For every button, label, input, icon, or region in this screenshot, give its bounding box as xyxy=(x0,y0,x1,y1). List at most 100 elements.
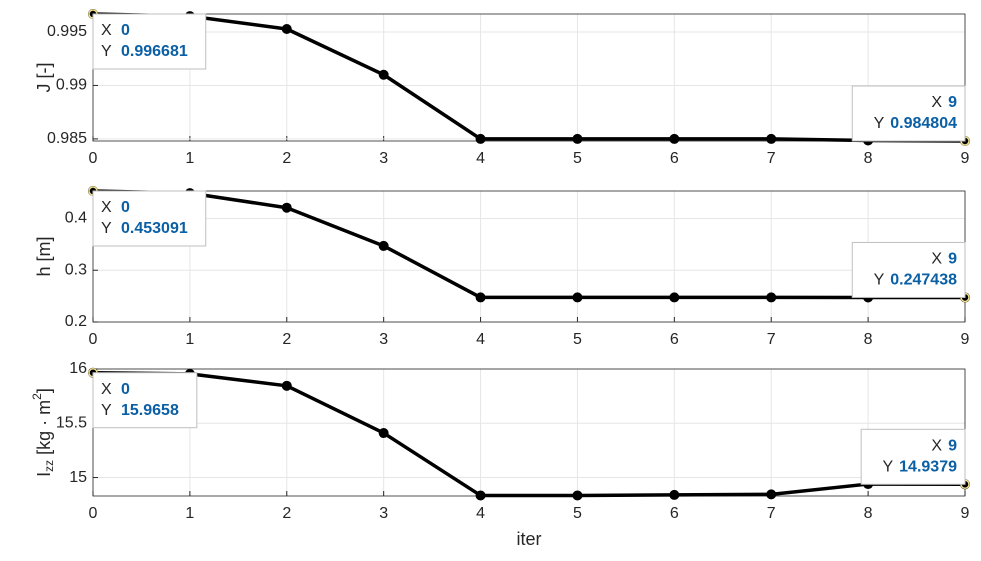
datatip-box xyxy=(851,241,966,298)
datatip: X 9 Y 14.9379 xyxy=(860,428,966,485)
x-tick-label: 9 xyxy=(961,331,970,348)
y-tick-label: 16 xyxy=(69,360,87,377)
x-tick-label: 4 xyxy=(476,150,485,167)
x-tick-label: 2 xyxy=(282,331,291,348)
data-line xyxy=(92,12,966,143)
x-tick-label: 7 xyxy=(767,331,776,348)
datatip-value: 15.9658 xyxy=(121,402,179,419)
data-point xyxy=(669,489,680,500)
datatip: X 0Y 0.996681 xyxy=(92,13,207,70)
x-tick-label: 5 xyxy=(573,331,582,348)
datatip-label: X xyxy=(101,22,112,39)
data-point xyxy=(378,240,389,251)
data-point xyxy=(281,202,292,213)
x-tick-label: 6 xyxy=(670,331,679,348)
x-tick-label: 4 xyxy=(476,331,485,348)
y-tick-label: 0.995 xyxy=(47,23,87,40)
datatip-value: 9 xyxy=(948,94,957,111)
datatip-value: 0 xyxy=(121,381,130,398)
datatip-label: Y xyxy=(101,43,112,60)
datatip-value: 0.984804 xyxy=(890,115,957,132)
datatip: X 9 Y 0.984804 xyxy=(851,85,966,142)
datatip-label: X xyxy=(101,199,112,216)
data-point xyxy=(669,292,680,303)
datatip-box xyxy=(851,85,966,142)
data-point xyxy=(378,428,389,439)
x-tick-label: 6 xyxy=(670,505,679,522)
x-tick-label: 3 xyxy=(379,331,388,348)
datatip-label: Y xyxy=(874,115,885,132)
datatip-box xyxy=(92,190,207,247)
datatip-label: Y xyxy=(882,459,893,476)
x-tick-label: 8 xyxy=(864,505,873,522)
x-tick-label: 0 xyxy=(89,150,98,167)
data-point xyxy=(572,292,583,303)
x-tick-label: 8 xyxy=(864,331,873,348)
y-axis-label: Izz [kg · m2] xyxy=(30,388,56,477)
data-line xyxy=(92,370,966,498)
datatip-label: Y xyxy=(101,220,112,237)
data-point xyxy=(766,292,777,303)
datatip: X 9 Y 0.247438 xyxy=(851,241,966,298)
datatip-label: X xyxy=(931,438,942,455)
x-tick-label: 4 xyxy=(476,505,485,522)
y-tick-label: 0.985 xyxy=(47,130,87,147)
x-tick-label: 1 xyxy=(185,505,194,522)
datatip-box xyxy=(860,428,966,485)
x-tick-label: 3 xyxy=(379,505,388,522)
y-tick-label: 0.99 xyxy=(56,77,87,94)
y-tick-label: 0.4 xyxy=(65,210,87,227)
datatip-box xyxy=(92,372,198,429)
x-tick-label: 5 xyxy=(573,505,582,522)
label-part: 2 xyxy=(30,393,44,400)
data-point xyxy=(281,380,292,391)
axes-box xyxy=(92,13,966,142)
y-tick-label: 15.5 xyxy=(56,414,87,431)
datatip-value: 0.247438 xyxy=(890,272,957,289)
data-point xyxy=(669,133,680,144)
plot-area xyxy=(93,14,965,141)
x-tick-label: 2 xyxy=(282,505,291,522)
label-part: zz xyxy=(42,460,56,472)
y-tick-label: 0.2 xyxy=(65,313,87,330)
x-tick-label: 2 xyxy=(282,150,291,167)
y-tick-label: 0.3 xyxy=(65,261,87,278)
y-tick-label: 15 xyxy=(69,469,87,486)
y-axis-label: J [-] xyxy=(34,63,54,93)
x-tick-label: 0 xyxy=(89,331,98,348)
datatip-value: 0 xyxy=(121,199,130,216)
data-point xyxy=(572,133,583,144)
label-part: I xyxy=(34,472,54,477)
datatip-box xyxy=(92,13,207,70)
label-part: [kg · m xyxy=(34,400,54,460)
datatip-value: 0.996681 xyxy=(121,43,188,60)
datatip-value: 0.453091 xyxy=(121,220,188,237)
datatip-value: 9 xyxy=(948,438,957,455)
plot-area xyxy=(93,369,965,496)
data-point xyxy=(766,489,777,500)
datatip-label: Y xyxy=(101,402,112,419)
data-point xyxy=(572,490,583,501)
x-tick-label: 7 xyxy=(767,150,776,167)
datatip-label: X xyxy=(101,381,112,398)
datatip: X 0Y 15.9658 xyxy=(92,372,198,429)
x-tick-label: 8 xyxy=(864,150,873,167)
datatip-label: Y xyxy=(874,272,885,289)
plot-area xyxy=(93,191,965,322)
datatip-value: 9 xyxy=(948,251,957,268)
x-tick-label: 1 xyxy=(185,331,194,348)
x-tick-label: 1 xyxy=(185,150,194,167)
datatip-label: X xyxy=(931,251,942,268)
x-tick-label: 6 xyxy=(670,150,679,167)
x-axis-label: iter xyxy=(516,529,541,549)
data-point xyxy=(475,490,486,501)
x-tick-label: 0 xyxy=(89,505,98,522)
datatip-value: 0 xyxy=(121,22,130,39)
x-tick-label: 9 xyxy=(961,150,970,167)
data-line xyxy=(92,189,966,300)
